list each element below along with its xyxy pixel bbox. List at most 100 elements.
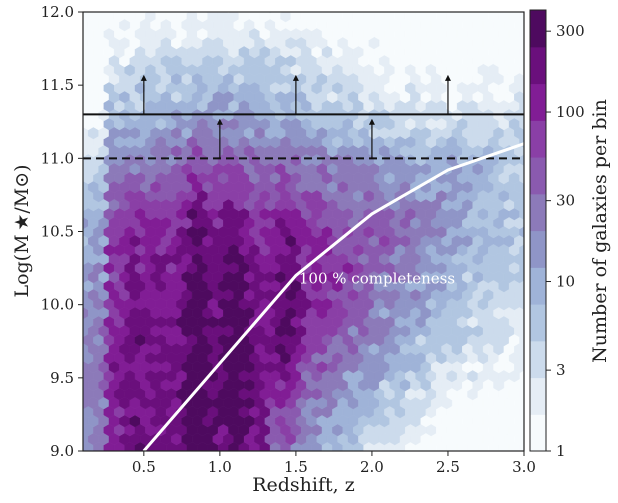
hexbin-cell bbox=[519, 262, 524, 274]
hexbin-cell bbox=[174, 12, 179, 14]
hexbin-cell bbox=[332, 12, 343, 23]
hexbin-cell bbox=[475, 12, 481, 14]
colorbar-tick-label: 1 bbox=[556, 442, 566, 460]
hexbin-cell bbox=[236, 12, 242, 14]
hexbin-cell bbox=[248, 450, 250, 451]
x-tick-label: 1.0 bbox=[208, 458, 232, 476]
x-tick-label: 0.5 bbox=[132, 458, 156, 476]
hexbin-cell bbox=[165, 12, 177, 23]
hexbin-cell bbox=[67, 325, 77, 337]
hexbin-cell bbox=[83, 156, 84, 164]
hexbin-cell bbox=[143, 12, 148, 14]
hexbin-cell bbox=[83, 450, 84, 451]
y-tick-label: 11.5 bbox=[41, 76, 74, 94]
hexbin-cell bbox=[83, 282, 84, 290]
completeness-label: 100 % completeness bbox=[299, 269, 455, 287]
hexbin-cell bbox=[83, 246, 84, 254]
colorbar-band bbox=[530, 193, 546, 232]
hexbin-cell bbox=[176, 450, 177, 451]
hexbin-cell bbox=[456, 405, 468, 419]
colorbar-frame bbox=[529, 9, 547, 452]
hexbin-cell bbox=[83, 444, 84, 451]
colorbar-band bbox=[530, 304, 546, 342]
colorbar-band bbox=[530, 157, 546, 195]
hexbin-cell bbox=[456, 441, 468, 451]
hexbin-cell bbox=[446, 441, 458, 451]
hexbin-cell bbox=[83, 426, 84, 434]
hexbin-cell bbox=[83, 408, 84, 416]
colorbar-ticks: 1 3 10 30 100 300 bbox=[546, 22, 585, 460]
hexbin-cell bbox=[83, 192, 84, 200]
hexbin-cell bbox=[425, 450, 427, 451]
hexbin-cell bbox=[519, 244, 524, 256]
hexbin-cell bbox=[519, 154, 524, 166]
hexbin-cell bbox=[373, 12, 385, 23]
hexbin-cell bbox=[67, 343, 77, 355]
hexbin-cell bbox=[67, 199, 77, 211]
hexbin-cell bbox=[103, 450, 105, 451]
hexbin-cell bbox=[519, 280, 524, 292]
x-tick-label: 2.0 bbox=[360, 458, 384, 476]
hexbin-cell bbox=[165, 450, 167, 451]
hexbin-cell bbox=[441, 54, 453, 68]
y-tick-label: 10.5 bbox=[41, 223, 74, 241]
hexbin-cell bbox=[83, 210, 84, 218]
hexbin-cell bbox=[519, 352, 524, 364]
x-tick-label: 2.5 bbox=[436, 458, 460, 476]
hexbin-cell bbox=[226, 12, 231, 14]
hexbin-cell bbox=[288, 12, 293, 14]
hexbin-cell bbox=[340, 12, 345, 14]
hexbin-cell bbox=[353, 12, 364, 23]
hexbin-cell bbox=[67, 127, 77, 139]
hexbin-cell bbox=[519, 46, 524, 58]
colorbar-band bbox=[530, 377, 546, 415]
hexbin-cell bbox=[124, 450, 126, 451]
hexbin-cell bbox=[352, 450, 354, 451]
hexbin-cell bbox=[83, 264, 84, 272]
hexbin-cell bbox=[113, 450, 115, 451]
colorbar-band bbox=[530, 414, 546, 452]
colorbar-tick-label: 30 bbox=[556, 192, 575, 210]
hexbin-cell bbox=[195, 12, 200, 14]
y-tick-label: 12.0 bbox=[41, 3, 74, 21]
hexbin-cell bbox=[519, 316, 524, 328]
hexbin-cell bbox=[215, 12, 221, 14]
hexbin-cell bbox=[67, 181, 77, 193]
hexbin-cell bbox=[363, 27, 375, 41]
hexbin-cell bbox=[514, 432, 524, 446]
hexbin-cell bbox=[519, 298, 524, 310]
hexbin-cell bbox=[269, 450, 271, 451]
hexbin-cell bbox=[519, 64, 524, 76]
colorbar-tick-label: 100 bbox=[556, 103, 585, 121]
hexbin-cell bbox=[519, 226, 524, 238]
hexbin-cell bbox=[83, 390, 84, 398]
y-tick-label: 9.5 bbox=[50, 369, 74, 387]
hexbin-cell bbox=[519, 208, 524, 220]
hexbin-cell bbox=[83, 372, 84, 380]
hexbin-cell bbox=[423, 12, 429, 14]
hexbin-cell bbox=[267, 12, 273, 14]
hexbin-cell bbox=[508, 12, 520, 23]
y-tick-label: 11.0 bbox=[41, 149, 74, 167]
hexbin-cell bbox=[330, 12, 335, 14]
hexbin-cell bbox=[488, 12, 499, 23]
y-axis-ticks: 9.0 9.5 10.0 10.5 11.0 11.5 12.0 bbox=[41, 3, 83, 460]
hexbin-cell bbox=[498, 423, 510, 437]
colorbar bbox=[530, 10, 546, 452]
hexbin-cell bbox=[153, 12, 158, 14]
colorbar-tick-label: 3 bbox=[556, 361, 566, 379]
completeness-curve bbox=[142, 142, 524, 451]
y-tick-label: 9.0 bbox=[50, 442, 74, 460]
hexbin-cell bbox=[519, 172, 524, 184]
hexbin-cell bbox=[444, 12, 449, 14]
hexbin-cell bbox=[83, 354, 84, 362]
hexbin-cell bbox=[342, 450, 344, 451]
hexbin-cell bbox=[247, 12, 252, 14]
hexbin-cell bbox=[430, 36, 442, 50]
hexbin-cell bbox=[92, 450, 94, 451]
hexbin-cell bbox=[83, 174, 84, 182]
colorbar-tick-label: 300 bbox=[556, 22, 585, 40]
hexbin-cell bbox=[392, 12, 397, 14]
hexbin-cell bbox=[278, 12, 283, 14]
